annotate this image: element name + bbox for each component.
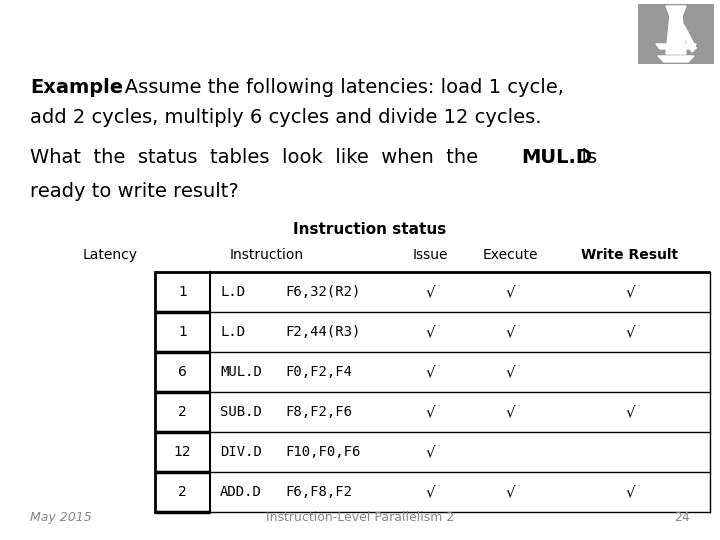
- Text: 12: 12: [174, 445, 192, 459]
- Text: 2: 2: [178, 405, 187, 419]
- Text: F6,32(R2): F6,32(R2): [285, 285, 361, 299]
- Text: F8,F2,F6: F8,F2,F6: [285, 405, 352, 419]
- Text: √: √: [425, 285, 435, 300]
- Text: √: √: [505, 285, 515, 300]
- Text: F6,F8,F2: F6,F8,F2: [285, 485, 352, 499]
- Text: is: is: [569, 148, 597, 167]
- Text: Instruction: Instruction: [230, 248, 304, 262]
- Text: May 2015: May 2015: [30, 511, 91, 524]
- Text: √: √: [505, 364, 515, 380]
- Text: add 2 cycles, multiply 6 cycles and divide 12 cycles.: add 2 cycles, multiply 6 cycles and divi…: [30, 108, 541, 127]
- Polygon shape: [666, 6, 686, 16]
- Text: ADD.D: ADD.D: [220, 485, 262, 499]
- Text: Instruction status: Instruction status: [293, 222, 446, 237]
- Text: : Assume the following latencies: load 1 cycle,: : Assume the following latencies: load 1…: [112, 78, 564, 97]
- Text: √: √: [625, 285, 635, 300]
- Text: 24: 24: [674, 511, 690, 524]
- Text: DIV.D: DIV.D: [220, 445, 262, 459]
- Text: SUB.D: SUB.D: [220, 405, 262, 419]
- Text: Example: Example: [30, 78, 123, 97]
- Text: MUL.D: MUL.D: [220, 365, 262, 379]
- Text: Issue: Issue: [413, 248, 448, 262]
- Text: 6: 6: [178, 365, 187, 379]
- Text: L.D: L.D: [220, 325, 245, 339]
- FancyBboxPatch shape: [638, 4, 714, 64]
- Text: √: √: [505, 325, 515, 340]
- Text: √: √: [425, 325, 435, 340]
- Text: √: √: [505, 404, 515, 420]
- Polygon shape: [658, 56, 694, 62]
- Text: Instruction-Level Parallelism 2: Instruction-Level Parallelism 2: [266, 511, 454, 524]
- Text: √: √: [425, 444, 435, 460]
- Text: L.D: L.D: [220, 285, 245, 299]
- Text: F2,44(R3): F2,44(R3): [285, 325, 361, 339]
- Text: Execute: Execute: [482, 248, 538, 262]
- Text: 1: 1: [178, 325, 187, 339]
- Text: √: √: [625, 325, 635, 340]
- Text: √: √: [425, 404, 435, 420]
- Text: √: √: [505, 484, 515, 500]
- Text: √: √: [425, 484, 435, 500]
- Text: F10,F0,F6: F10,F0,F6: [285, 445, 361, 459]
- Text: ready to write result?: ready to write result?: [30, 182, 239, 201]
- Polygon shape: [666, 16, 686, 54]
- Text: √: √: [625, 404, 635, 420]
- Polygon shape: [656, 44, 696, 49]
- Text: Latency: Latency: [83, 248, 138, 262]
- Text: MUL.D: MUL.D: [521, 148, 592, 167]
- Text: F0,F2,F4: F0,F2,F4: [285, 365, 352, 379]
- Text: 1: 1: [178, 285, 187, 299]
- Text: 2: 2: [178, 485, 187, 499]
- Text: √: √: [425, 364, 435, 380]
- Text: √: √: [625, 484, 635, 500]
- Text: Write Result: Write Result: [582, 248, 678, 262]
- Text: What  the  status  tables  look  like  when  the: What the status tables look like when th…: [30, 148, 485, 167]
- Polygon shape: [680, 25, 696, 52]
